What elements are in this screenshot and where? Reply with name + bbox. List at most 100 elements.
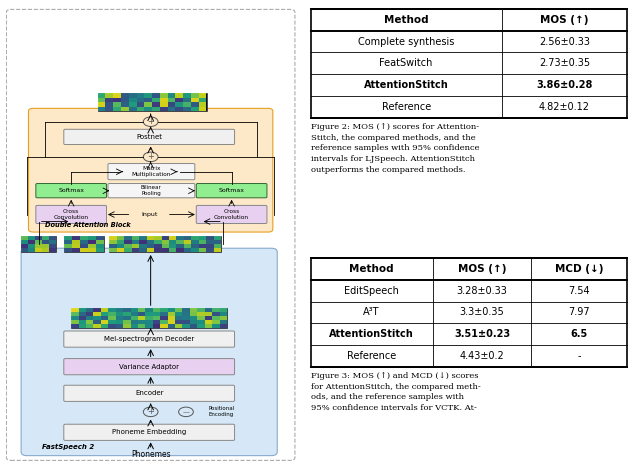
- Bar: [153, 324, 160, 328]
- Bar: [109, 236, 221, 252]
- Bar: [71, 308, 227, 328]
- Bar: [138, 324, 145, 328]
- Bar: [64, 236, 72, 240]
- Bar: [101, 308, 108, 312]
- Text: FeatSwitch: FeatSwitch: [380, 58, 433, 69]
- Bar: [121, 107, 129, 111]
- Bar: [177, 236, 184, 240]
- Bar: [160, 102, 168, 107]
- FancyBboxPatch shape: [21, 248, 277, 456]
- Bar: [88, 236, 95, 240]
- Bar: [145, 308, 153, 312]
- Bar: [198, 93, 207, 98]
- Bar: [153, 312, 160, 316]
- Bar: [28, 240, 35, 244]
- Bar: [79, 312, 86, 316]
- Bar: [131, 316, 138, 320]
- Bar: [191, 240, 199, 244]
- Text: Softmax: Softmax: [58, 188, 84, 193]
- Bar: [64, 244, 72, 248]
- Bar: [42, 244, 49, 248]
- Bar: [161, 248, 169, 252]
- Bar: [168, 93, 175, 98]
- Bar: [21, 248, 28, 252]
- Bar: [101, 320, 108, 324]
- Bar: [168, 320, 175, 324]
- Bar: [144, 93, 152, 98]
- Text: Mel-spectrogram Decoder: Mel-spectrogram Decoder: [104, 336, 195, 342]
- Text: 4.43±0.2: 4.43±0.2: [460, 351, 504, 361]
- Bar: [161, 244, 169, 248]
- Bar: [49, 240, 56, 244]
- Bar: [21, 236, 56, 252]
- Bar: [205, 320, 212, 324]
- Bar: [198, 102, 207, 107]
- Bar: [35, 244, 42, 248]
- Text: Figure 3: MOS (↑) and MCD (↓) scores
for AttentionStitch, the compared meth-
ods: Figure 3: MOS (↑) and MCD (↓) scores for…: [310, 372, 481, 412]
- Text: Reference: Reference: [381, 102, 431, 112]
- Bar: [175, 316, 182, 320]
- Bar: [106, 102, 113, 107]
- Bar: [160, 107, 168, 111]
- Text: 7.97: 7.97: [568, 308, 590, 317]
- Bar: [310, 258, 627, 367]
- Bar: [206, 236, 214, 240]
- Text: Input: Input: [141, 212, 157, 217]
- Bar: [64, 240, 72, 244]
- Bar: [71, 324, 79, 328]
- Bar: [64, 236, 104, 252]
- Bar: [198, 98, 207, 102]
- Bar: [138, 312, 145, 316]
- Bar: [183, 93, 191, 98]
- Bar: [95, 248, 104, 252]
- Bar: [168, 107, 175, 111]
- Bar: [152, 93, 160, 98]
- Bar: [129, 102, 136, 107]
- Bar: [182, 312, 190, 316]
- Bar: [123, 308, 131, 312]
- Bar: [71, 320, 79, 324]
- Bar: [191, 102, 198, 107]
- Text: Positional
Encoding: Positional Encoding: [208, 406, 234, 417]
- Text: FastSpeech 2: FastSpeech 2: [42, 444, 94, 450]
- Bar: [169, 244, 177, 248]
- Bar: [220, 316, 227, 320]
- Bar: [145, 316, 153, 320]
- Bar: [93, 312, 101, 316]
- Bar: [106, 98, 113, 102]
- Text: Method: Method: [349, 264, 394, 274]
- Bar: [132, 244, 140, 248]
- Bar: [197, 320, 205, 324]
- Bar: [138, 320, 145, 324]
- Bar: [212, 312, 220, 316]
- Bar: [190, 316, 197, 320]
- Bar: [132, 248, 140, 252]
- Bar: [147, 244, 154, 248]
- Bar: [131, 320, 138, 324]
- Bar: [35, 236, 42, 240]
- Text: +: +: [147, 407, 154, 416]
- Bar: [124, 248, 132, 252]
- Bar: [123, 320, 131, 324]
- Bar: [206, 244, 214, 248]
- Bar: [190, 312, 197, 316]
- Bar: [214, 236, 221, 240]
- Bar: [124, 240, 132, 244]
- Bar: [93, 316, 101, 320]
- Bar: [129, 98, 136, 102]
- Bar: [136, 93, 144, 98]
- Bar: [205, 312, 212, 316]
- Bar: [132, 236, 140, 240]
- Text: 3.28±0.33: 3.28±0.33: [456, 286, 508, 295]
- Text: —: —: [182, 409, 189, 415]
- Bar: [98, 98, 106, 102]
- Text: 7.54: 7.54: [568, 286, 590, 295]
- Bar: [145, 320, 153, 324]
- Text: Variance Adaptor: Variance Adaptor: [119, 364, 179, 370]
- Text: 2.73±0.35: 2.73±0.35: [539, 58, 590, 69]
- Bar: [220, 312, 227, 316]
- Bar: [168, 308, 175, 312]
- Bar: [108, 316, 116, 320]
- Bar: [160, 320, 168, 324]
- Bar: [153, 320, 160, 324]
